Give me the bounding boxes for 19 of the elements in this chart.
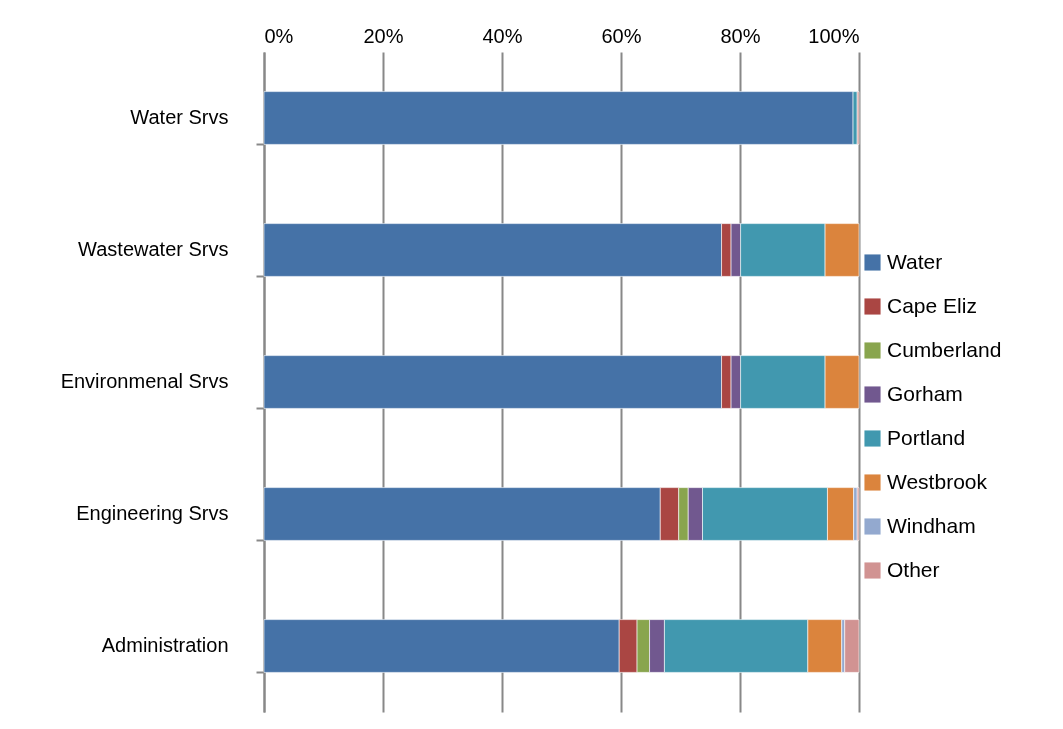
legend-label: Portland	[887, 425, 966, 449]
x-tick-label: 80%	[720, 24, 761, 47]
x-tick-label: 60%	[601, 24, 642, 47]
x-tick-label: 20%	[363, 24, 404, 47]
legend-label: Westbrook	[887, 469, 988, 493]
y-tick-label: Wastewater Srvs	[78, 238, 229, 260]
legend-label: Gorham	[887, 381, 963, 405]
y-tick-label: Environmenal Srvs	[60, 370, 229, 392]
legend-label: Cape Eliz	[887, 293, 977, 317]
x-tick-label: 40%	[482, 24, 523, 47]
y-tick-label: Engineering Srvs	[76, 502, 229, 524]
y-tick-label: Administration	[101, 634, 229, 656]
x-tick-label: 100%	[808, 24, 860, 47]
legend-label: Cumberland	[887, 337, 1002, 361]
legend-label: Other	[887, 557, 940, 581]
y-tick-label: Water Srvs	[130, 106, 229, 128]
legend-label: Water	[887, 249, 943, 273]
x-tick-label: 0%	[264, 24, 294, 47]
legend-label: Windham	[887, 513, 976, 537]
